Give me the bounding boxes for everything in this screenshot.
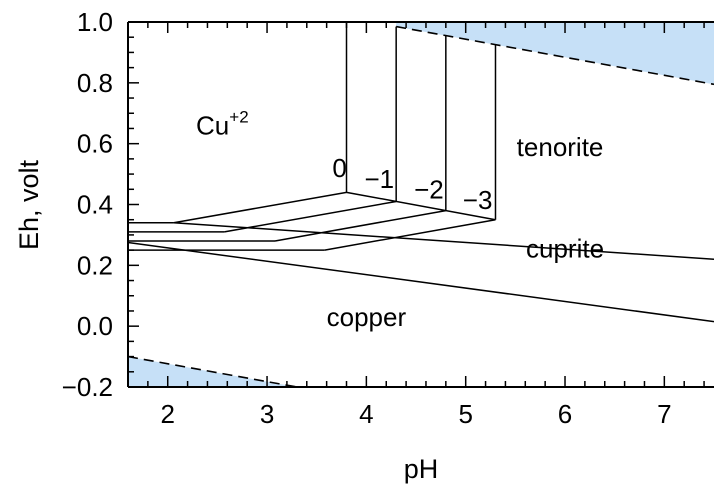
y-tick-label: 0.0: [77, 311, 113, 341]
diagram-labels: Cu+2 tenorite cuprite copper 0 −1 −2 −3: [196, 108, 604, 333]
water-stability-line-15: [396, 25, 714, 86]
boundary-line-14: [128, 241, 714, 323]
boundary-line-13: [173, 222, 714, 260]
activity-contour-label: −3: [463, 185, 493, 215]
boundary-line-7: [274, 209, 446, 242]
region-label-text: copper: [327, 302, 407, 332]
x-tick-label: 6: [558, 399, 572, 429]
boundary-lines: [128, 22, 714, 387]
y-tick-label: 0.6: [77, 129, 113, 159]
water-stability-line-16: [128, 355, 297, 387]
region-label-text: tenorite: [517, 132, 604, 162]
region-label-cu: Cu+2: [196, 108, 249, 141]
plot-frame: [127, 21, 714, 388]
y-tick-label: 0.8: [77, 68, 113, 98]
region-label-cuprite: cuprite: [526, 234, 604, 264]
x-tick-label: 7: [657, 399, 671, 429]
x-axis-title: pH: [404, 454, 439, 484]
boundary-line-5: [173, 191, 347, 224]
y-tick-label: −0.2: [62, 372, 113, 402]
tick-labels: 2 3 4 5 6 7 −0.2 0.0 0.2 0.4 0.6 0.8 1.0: [62, 7, 672, 429]
region-label-text: Cu: [196, 111, 229, 141]
y-tick-label: 0.2: [77, 250, 113, 280]
boundary-line-6: [224, 200, 397, 233]
activity-contour-label: −1: [364, 164, 394, 194]
boundary-line-4: [346, 191, 496, 221]
axis-ticks: [127, 21, 705, 388]
activity-contour-label: −2: [414, 174, 444, 204]
x-tick-label: 3: [260, 399, 274, 429]
boundary-line-8: [324, 218, 496, 251]
x-tick-label: 4: [359, 399, 373, 429]
region-label-superscript: +2: [229, 108, 248, 127]
y-axis-title: Eh, volt: [14, 159, 44, 250]
shaded-region-0: [396, 22, 714, 85]
x-tick-label: 5: [458, 399, 472, 429]
y-tick-label: 1.0: [77, 7, 113, 37]
region-label-copper: copper: [327, 302, 407, 332]
x-tick-label: 2: [160, 399, 174, 429]
activity-contour-label: 0: [332, 153, 346, 183]
shaded-regions: [128, 22, 714, 387]
region-label-tenorite: tenorite: [517, 132, 604, 162]
region-label-text: cuprite: [526, 234, 604, 264]
y-tick-label: 0.4: [77, 190, 113, 220]
